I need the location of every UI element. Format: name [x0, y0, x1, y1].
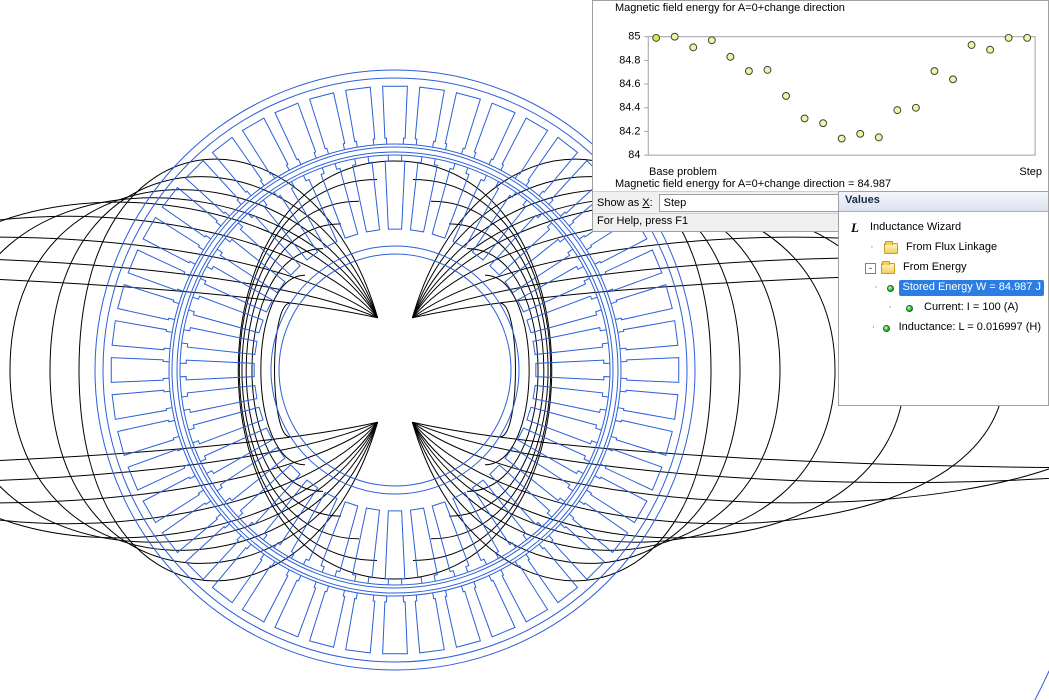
svg-text:84.4: 84.4	[619, 102, 640, 114]
tree-label[interactable]: Stored Energy W = 84.987 J	[899, 280, 1044, 295]
folder-icon	[880, 261, 896, 275]
tree-label[interactable]: From Energy	[900, 260, 970, 275]
tree-label[interactable]: Inductance: L = 0.016997 (H)	[896, 320, 1044, 335]
tree-item-0[interactable]: ·From Flux Linkage	[843, 238, 1044, 258]
wizard-icon: L	[847, 221, 863, 235]
chart-xlabel-right: Step	[1019, 166, 1042, 178]
values-panel: Values L Inductance Wizard ·From Flux Link…	[838, 191, 1049, 406]
values-header: Values	[839, 192, 1048, 212]
chart-plot-area[interactable]: 84 84.2 84.4 84.6 84.8 85	[593, 14, 1042, 166]
chart-title: Magnetic field energy for A=0+change dir…	[593, 1, 1048, 14]
tree-item-1[interactable]: - From Energy	[843, 258, 1044, 278]
folder-icon	[883, 241, 899, 255]
showas-label: Show as X:	[597, 197, 653, 209]
bullet-icon	[885, 281, 896, 295]
chart-status-line: Magnetic field energy for A=0+change dir…	[593, 178, 1048, 191]
tree-item-4[interactable]: ·Inductance: L = 0.016997 (H)	[843, 318, 1044, 338]
tree-label[interactable]: Inductance Wizard	[867, 220, 964, 235]
tree-expander[interactable]: -	[865, 263, 876, 274]
chart-xlabel-left: Base problem	[649, 166, 717, 178]
values-tree[interactable]: L Inductance Wizard ·From Flux Linkage - Fro…	[839, 212, 1048, 344]
tree-label[interactable]: From Flux Linkage	[903, 240, 1000, 255]
svg-text:84.8: 84.8	[619, 54, 640, 66]
bullet-icon	[901, 301, 917, 315]
svg-text:84.6: 84.6	[619, 78, 640, 90]
tree-label[interactable]: Current: I = 100 (A)	[921, 300, 1021, 315]
svg-text:84: 84	[628, 149, 640, 161]
bullet-icon	[882, 321, 892, 335]
tree-item-2[interactable]: ·Stored Energy W = 84.987 J	[843, 278, 1044, 298]
tree-root[interactable]: L Inductance Wizard	[843, 218, 1044, 238]
tree-item-3[interactable]: ·Current: I = 100 (A)	[843, 298, 1044, 318]
svg-text:85: 85	[628, 31, 640, 43]
svg-text:84.2: 84.2	[619, 125, 640, 137]
